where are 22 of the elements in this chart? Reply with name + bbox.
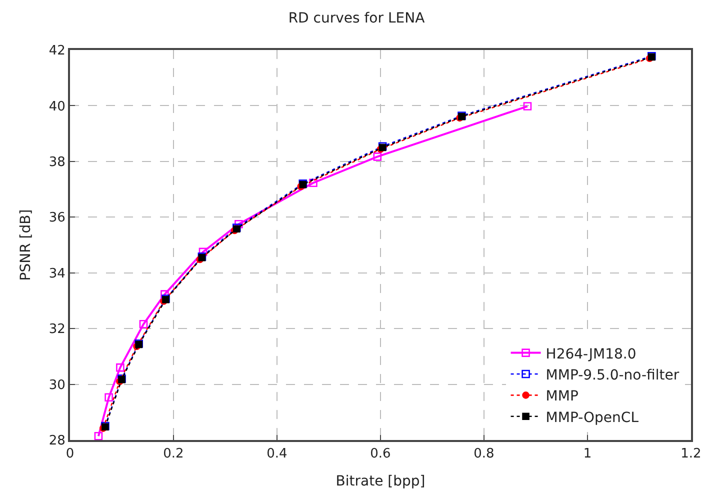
y-tick-label: 42 [48,44,66,59]
y-tick-label: 32 [48,322,66,338]
legend-label: MMP [546,388,578,405]
x-tick-label: 1.2 [680,446,702,462]
y-tick-label: 38 [48,154,66,170]
legend-label: H264-JM18.0 [546,346,636,362]
y-tick-label: 36 [48,210,66,226]
y-tick-label: 28 [48,434,66,449]
x-tick-label: 0.8 [474,446,494,462]
x-tick-label: 0.4 [266,446,288,462]
legend-label: MMP-9.5.0-no-filter [546,367,680,384]
chart-title: RD curves for LENA [288,10,426,26]
legend-label: MMP-OpenCL [546,410,639,426]
y-axis-title: PSNR [dB] [18,209,34,281]
y-tick-label: 40 [48,99,66,114]
y-tick-label: 30 [48,378,66,393]
x-tick-label: 0.2 [163,446,184,462]
x-tick-label: 1 [583,446,592,462]
x-tick-label: 0.6 [370,446,391,462]
y-tick-label: 34 [48,266,66,282]
x-axis-title: Bitrate [bpp] [336,473,426,490]
x-tick-label: 0 [66,446,74,462]
